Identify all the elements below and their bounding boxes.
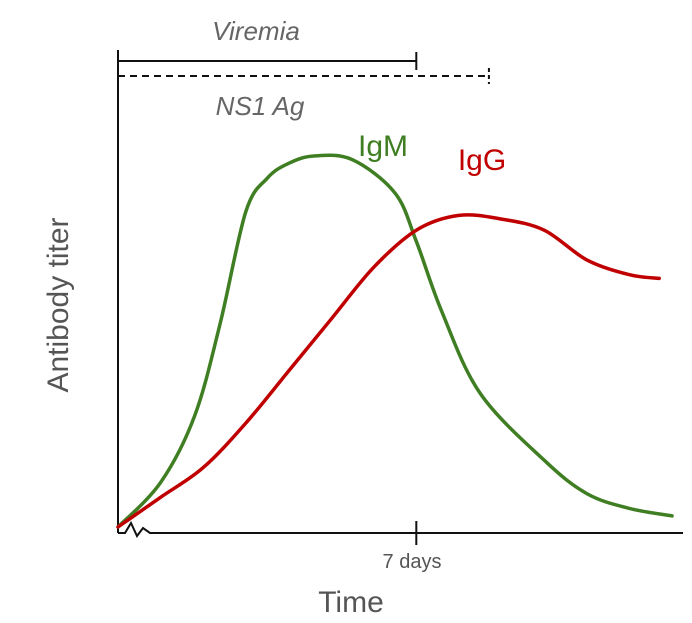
x-tick-label-7-days: 7 days <box>383 551 442 573</box>
x-axis-line <box>118 520 683 538</box>
axes <box>117 50 683 545</box>
igg-curve <box>116 213 661 529</box>
series-layer <box>116 153 674 529</box>
viremia-label: Viremia <box>212 16 300 46</box>
annotation-layer <box>118 52 490 84</box>
ns1-ag-label: NS1 Ag <box>216 91 305 121</box>
igm-curve <box>116 153 674 529</box>
x-axis-label: Time <box>318 586 384 619</box>
igg-series-label: IgG <box>458 144 506 177</box>
y-axis-label: Antibody titer <box>42 217 75 392</box>
igm-series-label: IgM <box>358 130 408 163</box>
